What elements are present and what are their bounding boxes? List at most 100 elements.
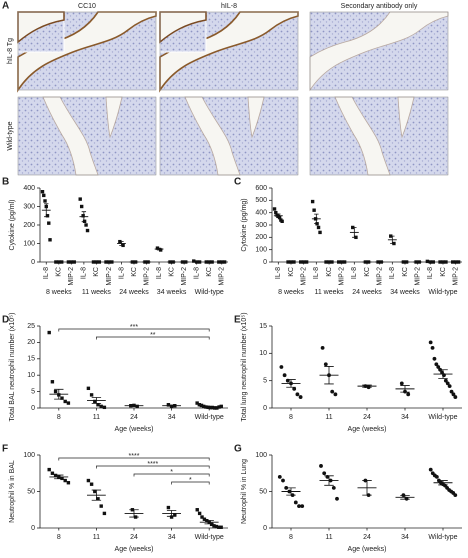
error-bar [166,404,177,407]
error-bar [156,247,162,251]
data-point [66,401,71,405]
error-bar [286,487,296,496]
data-point [43,199,47,203]
panel-label: D [2,315,9,326]
significance-label: * [189,477,192,484]
data-point [335,496,339,501]
x-tick-label: MIP-2 [453,267,460,286]
error-bar [352,227,357,238]
data-point [53,389,58,394]
data-point [81,214,85,218]
significance-label: **** [129,453,140,460]
error-bar [204,405,214,408]
data-point [93,399,97,404]
x-tick-label: IL-8 [351,267,358,279]
data-point [208,405,212,410]
error-bar [204,520,214,525]
data-point [331,485,336,490]
x-tick-label: IL-8 [156,267,163,279]
significance-bracket [58,328,210,332]
error-bar [286,379,296,388]
micrograph [309,11,449,92]
y-tick-label: 0 [263,525,267,532]
data-point [428,467,433,472]
x-axis-label: Age (weeks) [348,426,387,433]
data-point [217,405,221,409]
x-axis-label: Age (weeks) [348,546,387,553]
data-point [86,386,91,391]
data-point [333,392,338,397]
data-point [434,362,439,367]
data-point [79,204,84,209]
data-point [320,345,325,350]
data-point [99,504,103,508]
group-label: Wild-type [428,289,457,296]
panel-label: A [2,1,9,12]
data-point [63,399,67,404]
y-tick-label: 200 [255,234,267,241]
x-tick-label: 8 [57,414,61,421]
data-point [85,228,90,233]
data-point [45,214,50,218]
error-bar [362,480,372,496]
data-point [319,464,323,468]
data-point [173,513,177,517]
y-tick-label: 15 [259,323,267,330]
data-point [430,345,435,350]
axis [39,188,228,263]
y-tick-label: 20 [27,339,35,346]
data-point [96,403,100,407]
data-point [66,481,71,485]
micrograph-border [159,11,299,91]
x-tick-label: Wild-type [428,414,457,421]
y-tick-label: 100 [23,452,35,459]
panel-label: B [2,177,9,188]
data-point [169,515,174,519]
y-tick-label: 5 [263,378,267,385]
panel-label: F [2,444,8,455]
x-tick-label: MIP-2 [339,267,346,286]
group-label: 34 weeks [390,289,420,296]
data-point [217,525,221,529]
error-bar [438,480,448,486]
y-tick-label: 0 [263,405,267,412]
y-tick-label: 500 [255,197,267,204]
significance-bracket [58,457,210,461]
x-tick-label: KC [364,267,371,277]
data-point [89,482,94,486]
inset-lumen [17,11,65,44]
data-point [48,238,52,242]
x-tick-label: KC [326,267,333,277]
y-axis-label: Cytokine (pg/mg) [241,198,248,251]
data-point [280,219,284,223]
data-point [99,404,103,409]
micrograph [17,11,157,93]
data-point [436,365,441,369]
micrograph [309,96,449,176]
x-tick-label: MIP-2 [143,267,150,286]
column-label: Secondary antibody only [341,3,418,10]
data-point [50,471,55,475]
x-tick-label: 11 [93,414,100,421]
data-point [279,365,284,369]
x-tick-label: MIP-2 [106,267,113,286]
x-tick-label: MIP-2 [415,267,422,286]
error-bar [129,509,139,518]
micrograph-border [159,96,299,176]
row-label: Wild-type [7,121,14,150]
data-point [297,504,301,508]
data-point [212,406,217,410]
group-label: 24 weeks [119,289,149,296]
data-point [274,210,278,215]
error-bar [400,495,410,500]
data-point [102,405,107,410]
micrograph [159,11,299,93]
y-axis-label: Total lung neutrophil number (x10⁵) [241,312,248,421]
inset-lumen [159,11,207,44]
data-point [197,403,202,407]
y-tick-label: 25 [27,323,35,330]
data-point [166,505,171,510]
x-tick-label: KC [131,267,138,277]
micrograph-border [17,11,157,91]
data-point [284,485,289,490]
